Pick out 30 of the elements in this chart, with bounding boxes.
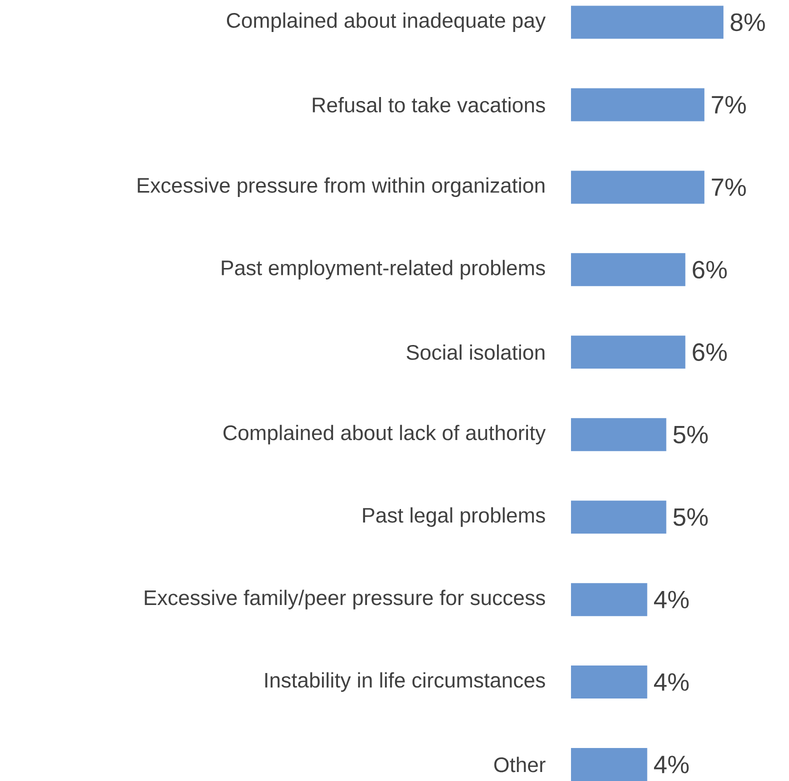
bar (571, 6, 724, 39)
bar (571, 253, 686, 286)
y-tick-label: Other (494, 756, 546, 772)
data-label: 5% (673, 426, 708, 444)
bar (571, 336, 686, 369)
data-label: 5% (673, 508, 708, 526)
y-tick-label: Excessive pressure from within organization (138, 177, 544, 197)
bar (571, 583, 648, 616)
bar (571, 666, 648, 699)
y-tick-label: Refusal to take vacations (312, 97, 545, 112)
data-label: 4% (654, 673, 689, 691)
data-label: 4% (654, 590, 689, 608)
y-tick-label: Instability in life circumstances (265, 672, 545, 692)
bar (571, 170, 704, 204)
bar (571, 500, 666, 534)
y-tick-label: Social isolation (406, 344, 544, 360)
y-tick-label: Excessive family/peer pressure for success (144, 590, 545, 610)
data-label: 8% (730, 13, 765, 32)
data-label: 7% (712, 96, 746, 114)
y-tick-label: Complained about lack of authority (224, 424, 546, 444)
y-tick-label: Past employment-related problems (222, 260, 545, 280)
data-label: 6% (692, 260, 727, 279)
data-label: 4% (654, 756, 689, 774)
data-label: 7% (712, 178, 746, 196)
y-tick-label: Complained about inadequate pay (226, 12, 546, 32)
bar (571, 418, 666, 452)
bar (571, 88, 704, 122)
data-label: 6% (692, 343, 727, 362)
y-tick-label: Past legal problems (363, 507, 545, 527)
bar (571, 748, 648, 781)
